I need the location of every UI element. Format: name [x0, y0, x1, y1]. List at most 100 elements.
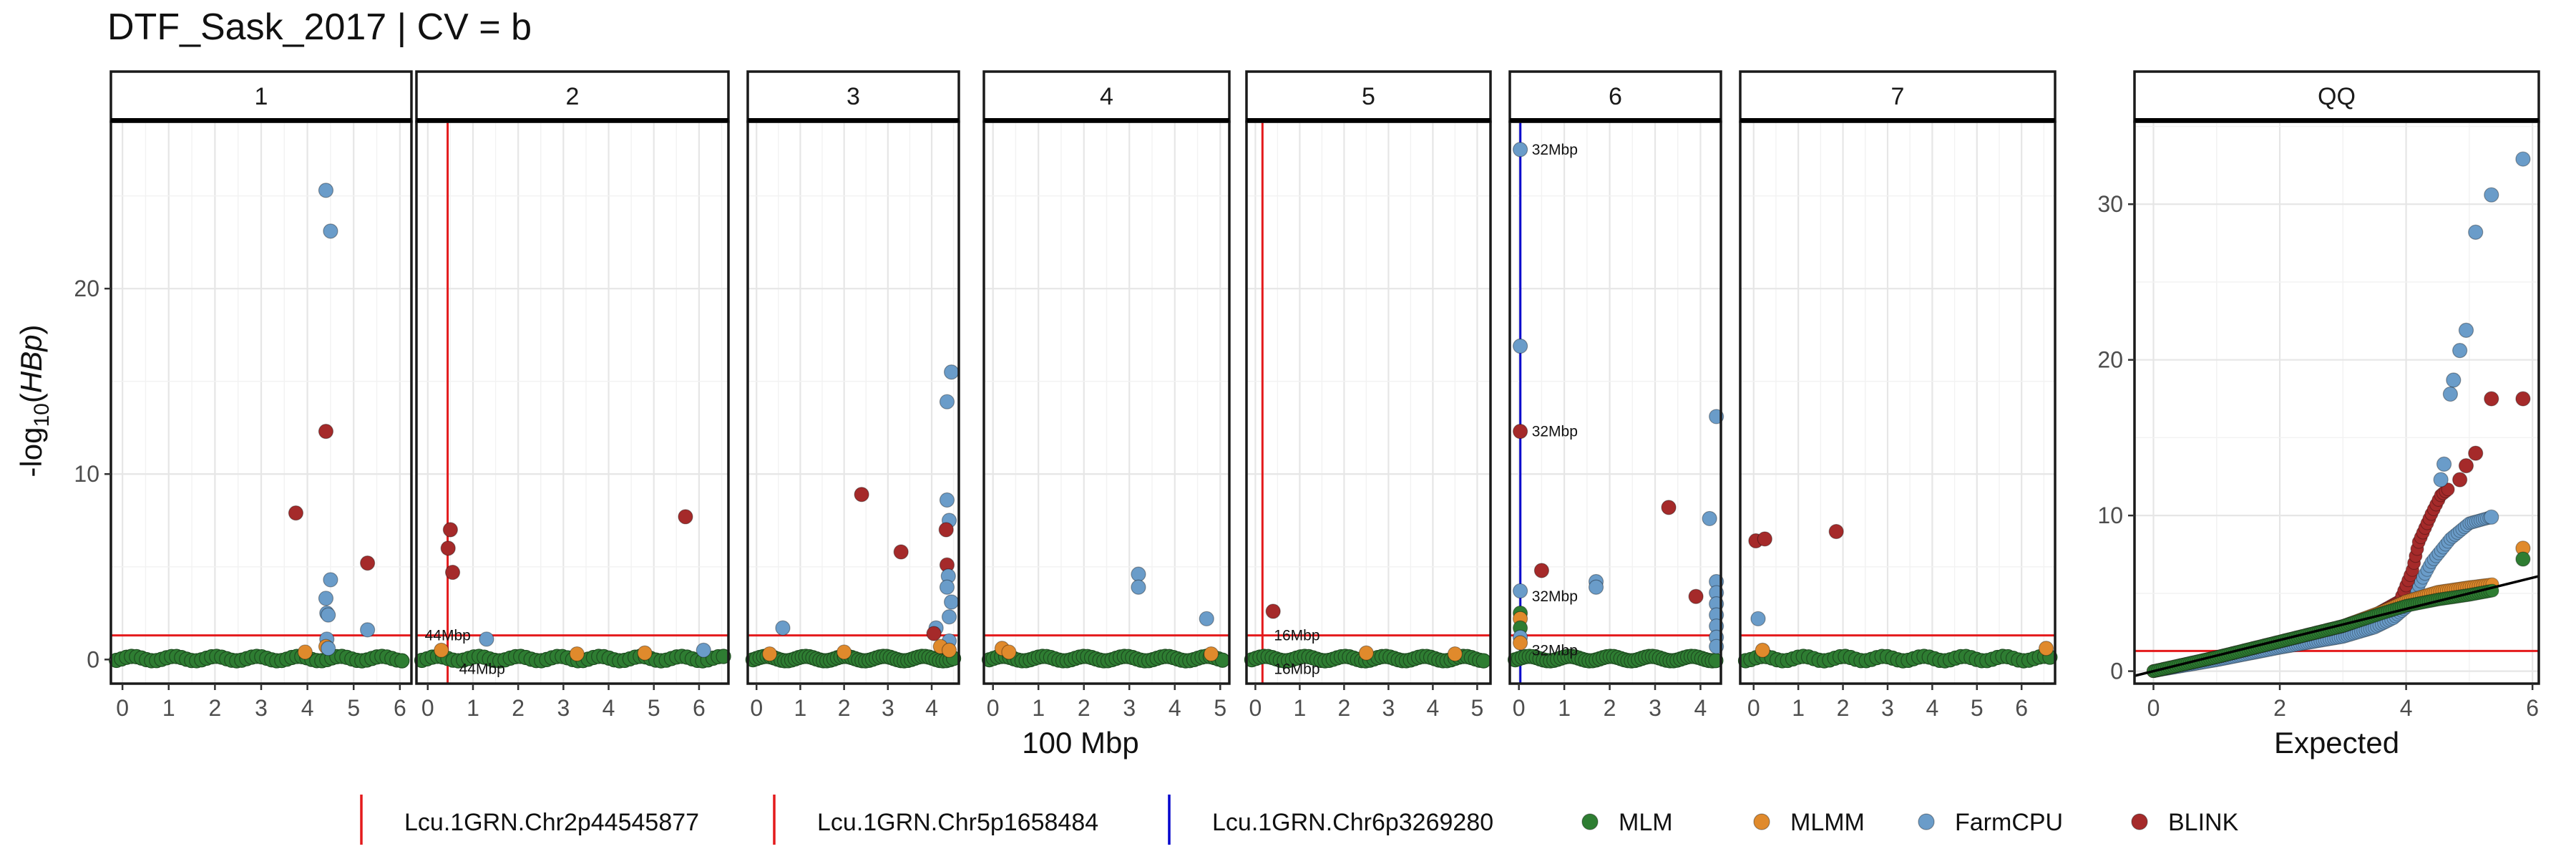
x-tick-label: 1 [1558, 695, 1571, 721]
blink-point [854, 487, 869, 503]
x-tick-label: 6 [693, 695, 706, 721]
marker-label: 32Mbp [1532, 424, 1578, 440]
mlmm-point [434, 642, 449, 658]
strip-label: 4 [1100, 83, 1113, 110]
chart-title: DTF_Sask_2017 | CV = b [107, 6, 532, 48]
farmcpu-point [941, 609, 957, 625]
plot-area [416, 122, 728, 684]
legend-series-swatch [1581, 813, 1599, 830]
farmcpu-point [939, 492, 955, 508]
x-tick-label: 4 [2400, 695, 2413, 721]
legend-series-swatch [1918, 813, 1935, 830]
x-tick-label: 3 [1649, 695, 1662, 721]
mlmm-point [1203, 646, 1219, 662]
farmcpu-point [1512, 142, 1528, 157]
blink-point [893, 544, 909, 560]
farmcpu-point [479, 631, 494, 647]
x-tick-label: 0 [987, 695, 1000, 721]
farmcpu-qq-point [2436, 456, 2452, 472]
panel-5: 16Mbp 16Mbp 5 0 1 2 3 4 5 [1244, 70, 1492, 721]
strip-label: 2 [566, 83, 580, 110]
x-tick-label: 4 [301, 695, 314, 721]
blink-point [444, 564, 461, 581]
x-tick-label: 4 [1169, 695, 1181, 721]
blink-point [1533, 563, 1550, 578]
plot-area [1246, 122, 1491, 684]
blink-qq-point [2484, 391, 2499, 407]
strip-box [1245, 70, 1492, 123]
x-tick-label: 5 [1471, 695, 1484, 721]
legend-marker-label: Lcu.1GRN.Chr5p1658484 [817, 809, 1098, 836]
blink-point [442, 522, 458, 538]
legend-series-label: MLMM [1790, 809, 1865, 836]
y-tick-label: 10 [74, 461, 99, 487]
blink-point [360, 555, 376, 571]
plot-area [1510, 122, 1721, 684]
strip-box [1508, 70, 1722, 123]
y-tick-label: 20 [2097, 347, 2123, 373]
y-axis-title: -log10(HBp) [14, 324, 54, 477]
mlmm-point [941, 642, 957, 658]
farmcpu-point [939, 579, 955, 595]
x-tick-label: 2 [1338, 695, 1351, 721]
panel-6: 32Mbp 32Mbp 32Mbp 32Mbp 6 0 1 2 3 4 [1508, 70, 1724, 721]
x-tick-label: 0 [116, 695, 129, 721]
x-tick-label: 3 [255, 695, 268, 721]
y-tick-label: 0 [2110, 659, 2123, 684]
mlm-point [1475, 653, 1491, 669]
x-tick-label: 3 [882, 695, 894, 721]
strip-label: 5 [1362, 83, 1375, 110]
farmcpu-qq-point [2446, 372, 2462, 388]
mlm-qq-point [2515, 551, 2531, 567]
strip-label: 3 [847, 83, 860, 110]
mlmm-point [1358, 645, 1375, 661]
marker-label: 16Mbp [1274, 661, 1319, 677]
blink-qq-point [2515, 391, 2531, 407]
mlmm-point [762, 646, 778, 662]
farmcpu-point [323, 572, 338, 588]
farmcpu-point [1512, 338, 1528, 354]
marker-label: 32Mbp [1532, 588, 1578, 605]
farmcpu-point [1199, 611, 1214, 626]
farmcpu-qq-point [2452, 343, 2468, 359]
x-tick-label: 5 [347, 695, 360, 721]
panel-3: 3 0 1 2 3 4 [745, 70, 962, 721]
legend-series-label: BLINK [2168, 809, 2239, 836]
mlmm-point [1755, 642, 1770, 658]
x-tick-label: 3 [1123, 695, 1136, 721]
x-tick-label: 3 [1881, 695, 1894, 721]
farmcpu-qq-point [2442, 386, 2459, 402]
blink-point [318, 424, 334, 440]
legend-series-swatch [2131, 813, 2148, 830]
farmcpu-point [323, 223, 338, 239]
farmcpu-point [943, 594, 960, 610]
blink-qq-point [2468, 445, 2484, 461]
x-tick-label: 2 [2273, 695, 2286, 721]
legend-series-swatch [1753, 813, 1770, 830]
farmcpu-point [1131, 579, 1146, 595]
mlmm-point [1001, 644, 1017, 660]
farmcpu-point [318, 183, 334, 198]
strip-box [746, 70, 960, 123]
mlmm-point [569, 646, 585, 662]
x-tick-label: 4 [1427, 695, 1440, 721]
blink-point [1757, 531, 1772, 547]
legend-series-label: MLM [1619, 809, 1673, 836]
marker-label: 32Mbp [1532, 142, 1578, 158]
farmcpu-point [696, 642, 711, 658]
x-tick-label: 5 [648, 695, 660, 721]
qq-x-axis-title: Expected [2274, 726, 2399, 759]
panel-QQ: QQ 0 2 4 6 0 10 20 30 [2097, 70, 2540, 721]
farmcpu-qq-point [2484, 187, 2499, 203]
x-tick-label: 2 [838, 695, 851, 721]
farmcpu-point [1131, 566, 1146, 582]
marker-label: 44Mbp [459, 661, 505, 677]
mlmm-point [637, 645, 653, 661]
mlmm-point [836, 644, 852, 660]
x-tick-label: 0 [1249, 695, 1262, 721]
x-tick-label: 6 [2015, 695, 2028, 721]
blink-point [678, 509, 693, 525]
blink-point [1265, 603, 1281, 619]
blink-point [288, 505, 304, 521]
